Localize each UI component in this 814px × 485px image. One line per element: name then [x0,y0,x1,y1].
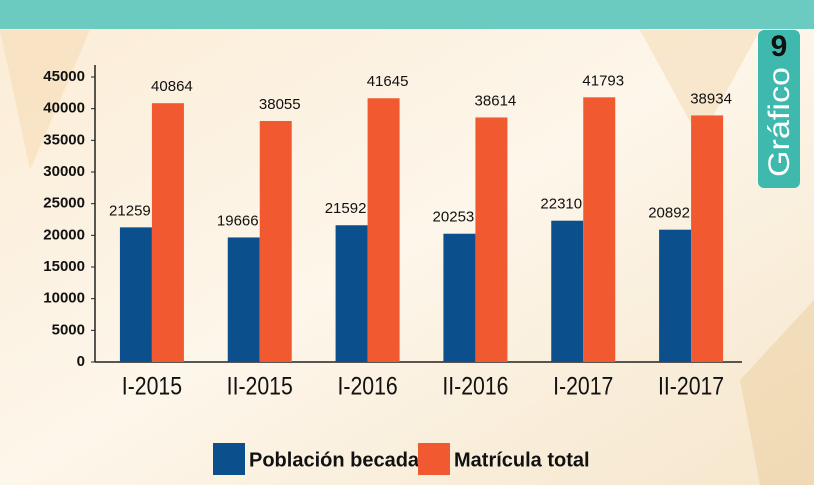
badge-number: 9 [771,30,788,63]
x-tick-label: II-2015 [227,372,293,400]
bar [659,230,691,362]
y-tick-label: 30000 [43,163,85,180]
x-tick-label: I-2015 [122,372,182,400]
y-tick-label: 40000 [43,100,85,117]
y-tick-label: 45000 [43,68,85,85]
y-tick-label: 10000 [43,290,85,307]
y-tick-label: 35000 [43,131,85,148]
bar [551,221,583,362]
bar [152,103,184,362]
value-label: 22310 [540,196,582,213]
badge-label: Gráfico [763,67,796,177]
x-tick-label: I-2016 [337,372,397,400]
value-label: 38934 [690,90,732,107]
bar [583,97,615,362]
bar [475,117,507,362]
y-tick-label: 5000 [52,321,85,338]
top-band [0,0,814,29]
value-label: 20892 [648,205,690,222]
y-tick-label: 15000 [43,258,85,275]
value-label: 41645 [367,73,409,90]
y-tick-label: 20000 [43,226,85,243]
legend-label: Población becada [249,449,420,471]
x-tick-label: II-2017 [658,372,724,400]
bar [368,98,400,362]
value-label: 40864 [151,78,193,95]
bar [691,115,723,362]
x-tick-label: I-2017 [553,372,613,400]
value-label: 19666 [217,212,259,229]
x-tick-label: II-2016 [442,372,508,400]
legend-swatch [418,443,450,475]
value-label: 21259 [109,202,151,219]
bar [228,237,260,362]
legend-swatch [213,443,245,475]
value-label: 41793 [582,72,624,89]
y-tick-label: 25000 [43,195,85,212]
value-label: 38614 [475,92,517,109]
bar [120,227,152,362]
value-label: 38055 [259,96,301,113]
bar [336,225,368,362]
y-tick-label: 0 [77,353,85,370]
chart: 9 Gráfico 0 5000 10000 15000 20000 25000 30000… [0,0,814,485]
bar [260,121,292,362]
legend-label: Matrícula total [454,449,590,471]
value-label: 20253 [433,209,475,226]
value-label: 21592 [325,200,367,217]
bar [443,234,475,362]
